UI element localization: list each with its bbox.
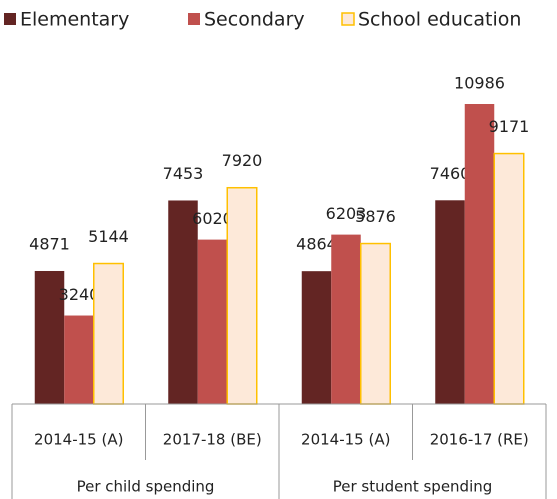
value-label: 6020	[192, 209, 233, 228]
bar	[34, 270, 65, 404]
x-tick-label: 2017-18 (BE)	[163, 431, 262, 449]
bar	[301, 271, 332, 404]
value-label: 9171	[489, 117, 530, 136]
legend-label: Secondary	[204, 9, 305, 31]
bar	[464, 104, 495, 404]
value-label: 10986	[454, 74, 505, 93]
value-label: 7460	[430, 164, 471, 183]
bar	[360, 242, 391, 405]
bar	[226, 186, 258, 405]
bar	[64, 315, 94, 404]
bar	[331, 234, 361, 404]
legend-label: School education	[358, 9, 521, 31]
bar	[93, 262, 124, 405]
x-tick-label: 2014-15 (A)	[301, 431, 390, 449]
value-label: 4871	[29, 234, 70, 253]
group-label: Per child spending	[77, 478, 215, 496]
group-label: Per student spending	[333, 478, 493, 496]
legend-swatch	[341, 12, 355, 26]
value-label: 7453	[163, 164, 204, 183]
value-label: 5144	[88, 227, 129, 246]
bar	[493, 152, 525, 405]
value-label: 4864	[296, 235, 337, 254]
legend-swatch	[188, 13, 200, 25]
legend-swatch	[4, 13, 16, 25]
value-label: 3240	[59, 285, 100, 304]
value-label: 6203	[326, 204, 367, 223]
x-tick-label: 2016-17 (RE)	[430, 431, 529, 449]
bar	[435, 200, 465, 404]
bar	[168, 200, 198, 404]
x-tick-label: 2014-15 (A)	[34, 431, 123, 449]
legend-label: Elementary	[20, 9, 129, 31]
bar	[197, 239, 228, 404]
value-label: 5876	[355, 207, 396, 226]
value-label: 7920	[222, 151, 263, 170]
